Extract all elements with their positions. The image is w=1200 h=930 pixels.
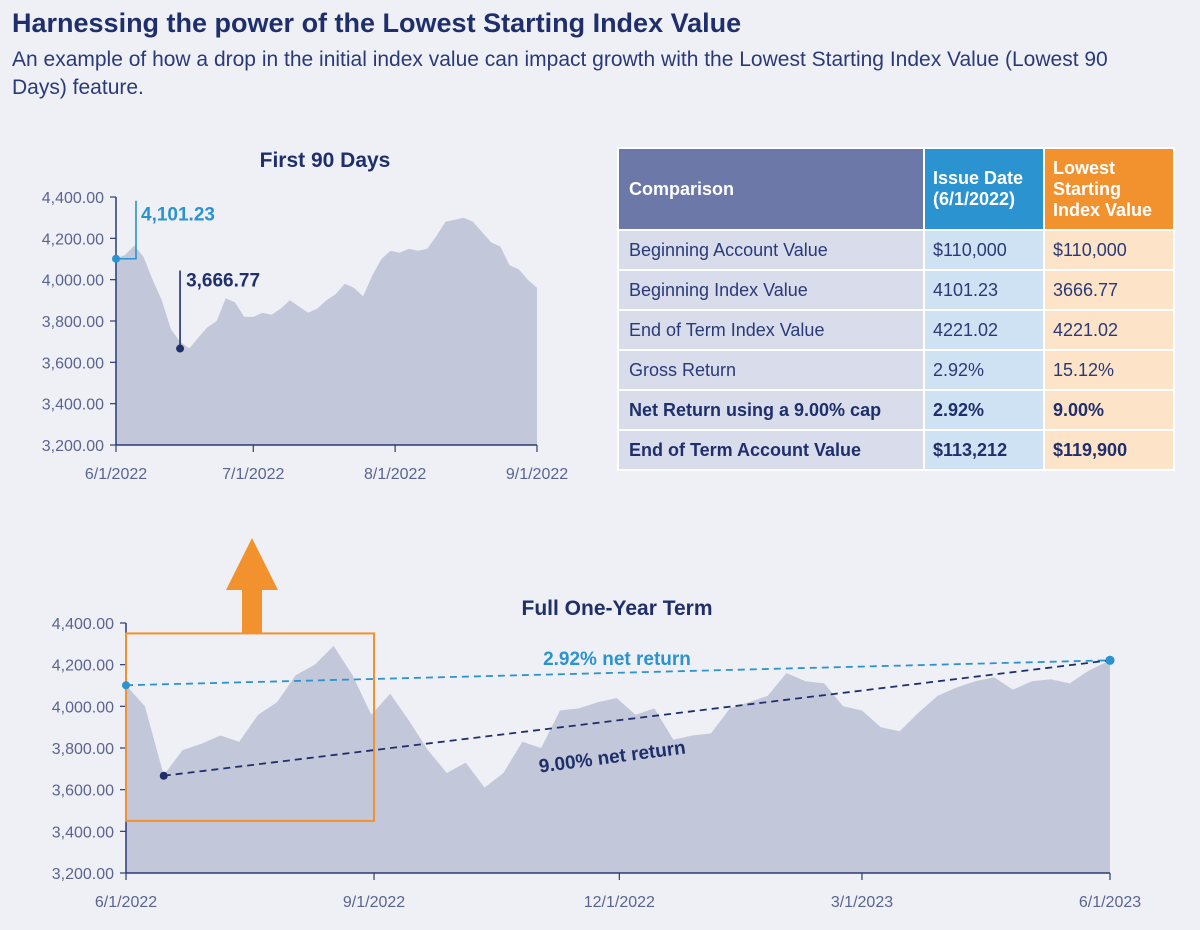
table-row: End of Term Index Value 4221.02 4221.02 — [618, 310, 1174, 350]
comparison-table: Comparison Issue Date (6/1/2022) Lowest … — [617, 147, 1175, 471]
issue-date-value: 2.92% — [924, 390, 1044, 430]
issue-date-value: 2.92% — [924, 350, 1044, 390]
net-return-end-point-1 — [1106, 656, 1115, 665]
y-tick-label: 3,600.00 — [42, 355, 104, 372]
y-tick-label: 4,400.00 — [52, 616, 114, 633]
lowest-value: $110,000 — [1044, 230, 1174, 270]
row-label: Beginning Account Value — [618, 230, 924, 270]
lowest-value: 4221.02 — [1044, 310, 1174, 350]
lowest-value: 3666.77 — [1044, 270, 1174, 310]
x-tick-label: 6/1/2022 — [85, 466, 147, 483]
issue-date-value: $110,000 — [924, 230, 1044, 270]
table-header-row: Comparison Issue Date (6/1/2022) Lowest … — [618, 148, 1174, 230]
chart-title: Full One-Year Term — [522, 597, 713, 620]
x-tick-label: 9/1/2022 — [343, 894, 405, 911]
table-row: Beginning Account Value $110,000 $110,000 — [618, 230, 1174, 270]
issue-date-value: 4101.23 — [924, 270, 1044, 310]
y-tick-label: 4,200.00 — [42, 231, 104, 248]
y-tick-label: 4,400.00 — [42, 190, 104, 207]
header-comparison: Comparison — [618, 148, 924, 230]
y-tick-label: 3,600.00 — [52, 783, 114, 800]
lowest-value: $119,900 — [1044, 430, 1174, 470]
x-tick-label: 6/1/2023 — [1079, 894, 1141, 911]
page-subtitle: An example of how a drop in the initial … — [12, 46, 1142, 102]
header-lowest-starting-index: Lowest Starting Index Value — [1044, 148, 1174, 230]
index-area-series — [116, 218, 537, 445]
lowest-value: 15.12% — [1044, 350, 1174, 390]
issue-date-value: 4221.02 — [924, 310, 1044, 350]
full-one-year-term-chart: 3,200.00 3,400.00 3,600.00 3,800.00 4,000.00… — [0, 585, 1200, 930]
chart-title: First 90 Days — [260, 149, 391, 172]
row-label: Net Return using a 9.00% cap — [618, 390, 924, 430]
row-label: Beginning Index Value — [618, 270, 924, 310]
table-row: Beginning Index Value 4101.23 3666.77 — [618, 270, 1174, 310]
header-issue-date: Issue Date (6/1/2022) — [924, 148, 1044, 230]
y-tick-label: 4,000.00 — [52, 699, 114, 716]
annotation-point-start — [112, 255, 120, 263]
row-label: Gross Return — [618, 350, 924, 390]
y-tick-label: 3,400.00 — [52, 824, 114, 841]
y-tick-label: 3,800.00 — [42, 314, 104, 331]
x-tick-label: 12/1/2022 — [584, 894, 655, 911]
issue-date-value: $113,212 — [924, 430, 1044, 470]
y-tick-label: 3,200.00 — [52, 866, 114, 883]
y-tick-label: 4,000.00 — [42, 273, 104, 290]
net-return-start-point-1 — [160, 772, 168, 780]
annotation-label-lowest: 3,666.77 — [186, 271, 260, 292]
y-tick-label: 4,200.00 — [52, 658, 114, 675]
y-tick-label: 3,400.00 — [42, 397, 104, 414]
x-tick-label: 7/1/2022 — [222, 466, 284, 483]
row-label: End of Term Index Value — [618, 310, 924, 350]
lowest-value: 9.00% — [1044, 390, 1174, 430]
row-label: End of Term Account Value — [618, 430, 924, 470]
x-tick-label: 6/1/2022 — [95, 894, 157, 911]
x-tick-label: 8/1/2022 — [364, 466, 426, 483]
table-row: Net Return using a 9.00% cap 2.92% 9.00% — [618, 390, 1174, 430]
net-return-start-point-0 — [122, 681, 130, 689]
net-return-label-2-92: 2.92% net return — [543, 649, 691, 670]
x-tick-label: 9/1/2022 — [506, 466, 568, 483]
page-title: Harnessing the power of the Lowest Start… — [12, 8, 741, 39]
table-row: Gross Return 2.92% 15.12% — [618, 350, 1174, 390]
x-tick-label: 3/1/2023 — [831, 894, 893, 911]
table-row: End of Term Account Value $113,212 $119,90… — [618, 430, 1174, 470]
y-tick-label: 3,800.00 — [52, 741, 114, 758]
first-90-days-chart: 3,200.00 3,400.00 3,600.00 3,800.00 4,000.00… — [0, 135, 600, 495]
y-tick-label: 3,200.00 — [42, 438, 104, 455]
annotation-point-lowest — [176, 345, 184, 353]
annotation-label-start: 4,101.23 — [141, 205, 215, 226]
